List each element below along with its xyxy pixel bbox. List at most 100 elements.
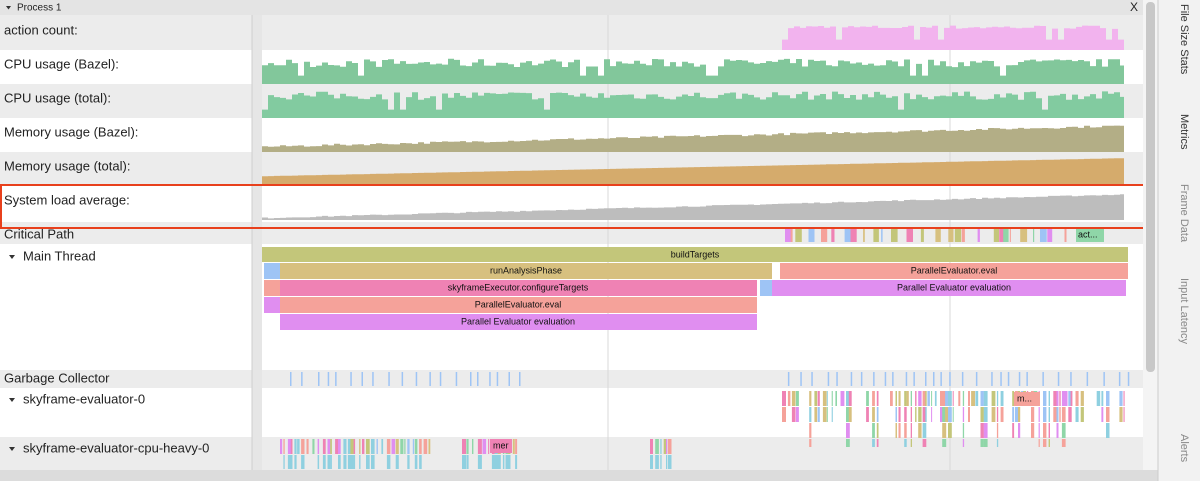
evaluator-slice	[795, 407, 799, 422]
slice[interactable]	[1076, 228, 1104, 242]
gc-slice	[1086, 372, 1089, 386]
evaluator-slice	[922, 439, 927, 447]
close-button[interactable]: X	[1130, 0, 1138, 14]
expand-icon[interactable]	[9, 398, 15, 402]
evaluator-slice	[482, 439, 487, 454]
evaluator-slice	[1061, 407, 1066, 422]
evaluator-slice	[1038, 407, 1040, 422]
gc-slice	[470, 372, 472, 386]
evaluator-slice	[945, 391, 949, 406]
evaluator-slice	[814, 391, 818, 406]
evaluator-slice	[462, 439, 466, 454]
gc-slice	[508, 372, 510, 386]
evaluator-slice	[1075, 391, 1079, 406]
slice[interactable]	[262, 247, 1128, 262]
expand-icon[interactable]	[9, 447, 15, 451]
evaluator-slice	[359, 455, 361, 469]
evaluator-slice	[1119, 391, 1123, 406]
evaluator-slice	[826, 391, 828, 406]
evaluator-slice	[312, 439, 315, 454]
evaluator-slice	[782, 391, 786, 406]
slice[interactable]	[1014, 392, 1040, 406]
slice[interactable]	[280, 280, 757, 296]
slice[interactable]	[780, 263, 1128, 279]
counter-area	[782, 25, 1124, 50]
gc-slice	[327, 372, 330, 386]
evaluator-slice	[1059, 391, 1061, 406]
evaluator-slice	[407, 455, 410, 469]
evaluator-slice	[948, 407, 952, 422]
side-tab[interactable]: Metrics	[1178, 114, 1190, 150]
gc-slice	[439, 372, 442, 386]
evaluator-slice	[1101, 391, 1104, 406]
expand-icon[interactable]	[9, 255, 15, 259]
evaluator-slice	[931, 407, 933, 422]
evaluator-slice	[353, 439, 356, 454]
side-tab[interactable]: Frame Data	[1178, 184, 1190, 243]
evaluator-slice	[287, 439, 292, 454]
side-tab[interactable]: File Size Stats	[1178, 4, 1190, 75]
evaluator-slice	[668, 455, 672, 469]
side-tab[interactable]: Input Latency	[1178, 278, 1190, 345]
evaluator-slice	[846, 407, 850, 422]
evaluator-slice	[400, 439, 404, 454]
evaluator-slice	[1123, 407, 1125, 422]
evaluator-slice	[1080, 407, 1084, 422]
evaluator-slice	[338, 455, 341, 469]
gc-slice	[949, 372, 951, 386]
evaluator-slice	[666, 439, 668, 454]
evaluator-slice	[948, 391, 952, 406]
evaluator-slice	[1048, 391, 1050, 406]
evaluator-slice	[831, 407, 833, 422]
evaluator-slice	[1043, 391, 1047, 406]
evaluator-slice	[297, 439, 300, 454]
gc-slice	[350, 372, 352, 386]
side-tab[interactable]: Alerts	[1178, 434, 1190, 463]
evaluator-slice	[386, 439, 391, 454]
evaluator-slice	[366, 455, 370, 469]
critical-path-slice	[863, 228, 865, 242]
slice-label: Parallel Evaluator evaluation	[897, 282, 1011, 292]
evaluator-slice	[294, 455, 297, 469]
gc-slice	[401, 372, 404, 386]
counter-charts	[262, 25, 1124, 220]
evaluator-slice	[872, 391, 875, 406]
evaluator-slice	[895, 423, 897, 438]
gc-slice	[850, 372, 853, 386]
evaluator-slice	[477, 455, 482, 469]
scroll-thumb[interactable]	[1146, 2, 1155, 372]
slice[interactable]	[280, 297, 757, 313]
evaluator-slice	[494, 455, 498, 469]
gc-slice	[301, 372, 303, 386]
evaluator-slice	[1031, 423, 1035, 438]
critical-path-slice	[1003, 228, 1009, 242]
gc-slice	[836, 372, 838, 386]
evaluator-slice	[515, 455, 518, 469]
evaluator-slice	[338, 439, 341, 454]
track-label: Garbage Collector	[4, 370, 110, 385]
slice[interactable]	[280, 314, 757, 330]
gc-slice	[1007, 372, 1010, 386]
evaluator-slice	[996, 391, 999, 406]
track-label: System load average:	[4, 192, 130, 207]
evaluator-slice	[962, 407, 965, 422]
evaluator-slice	[294, 439, 297, 454]
slice-label: skyframeExecutor.configureTargets	[448, 282, 589, 292]
evaluator-slice	[414, 439, 418, 454]
expand-icon[interactable]	[6, 6, 11, 10]
evaluator-slice	[846, 423, 850, 438]
evaluator-slice	[876, 439, 879, 447]
slice[interactable]	[772, 280, 1126, 296]
slice[interactable]	[280, 263, 772, 279]
slice-blocks	[280, 228, 1130, 469]
critical-path-slice	[977, 228, 980, 242]
evaluator-slice	[942, 439, 947, 447]
evaluator-slice	[1065, 391, 1068, 406]
evaluator-slice	[983, 391, 988, 406]
slice[interactable]	[490, 439, 512, 453]
evaluator-slice	[1056, 391, 1059, 406]
evaluator-slice	[971, 391, 975, 406]
evaluator-slice	[910, 391, 912, 406]
evaluator-slice	[663, 439, 668, 454]
evaluator-slice	[918, 407, 922, 422]
